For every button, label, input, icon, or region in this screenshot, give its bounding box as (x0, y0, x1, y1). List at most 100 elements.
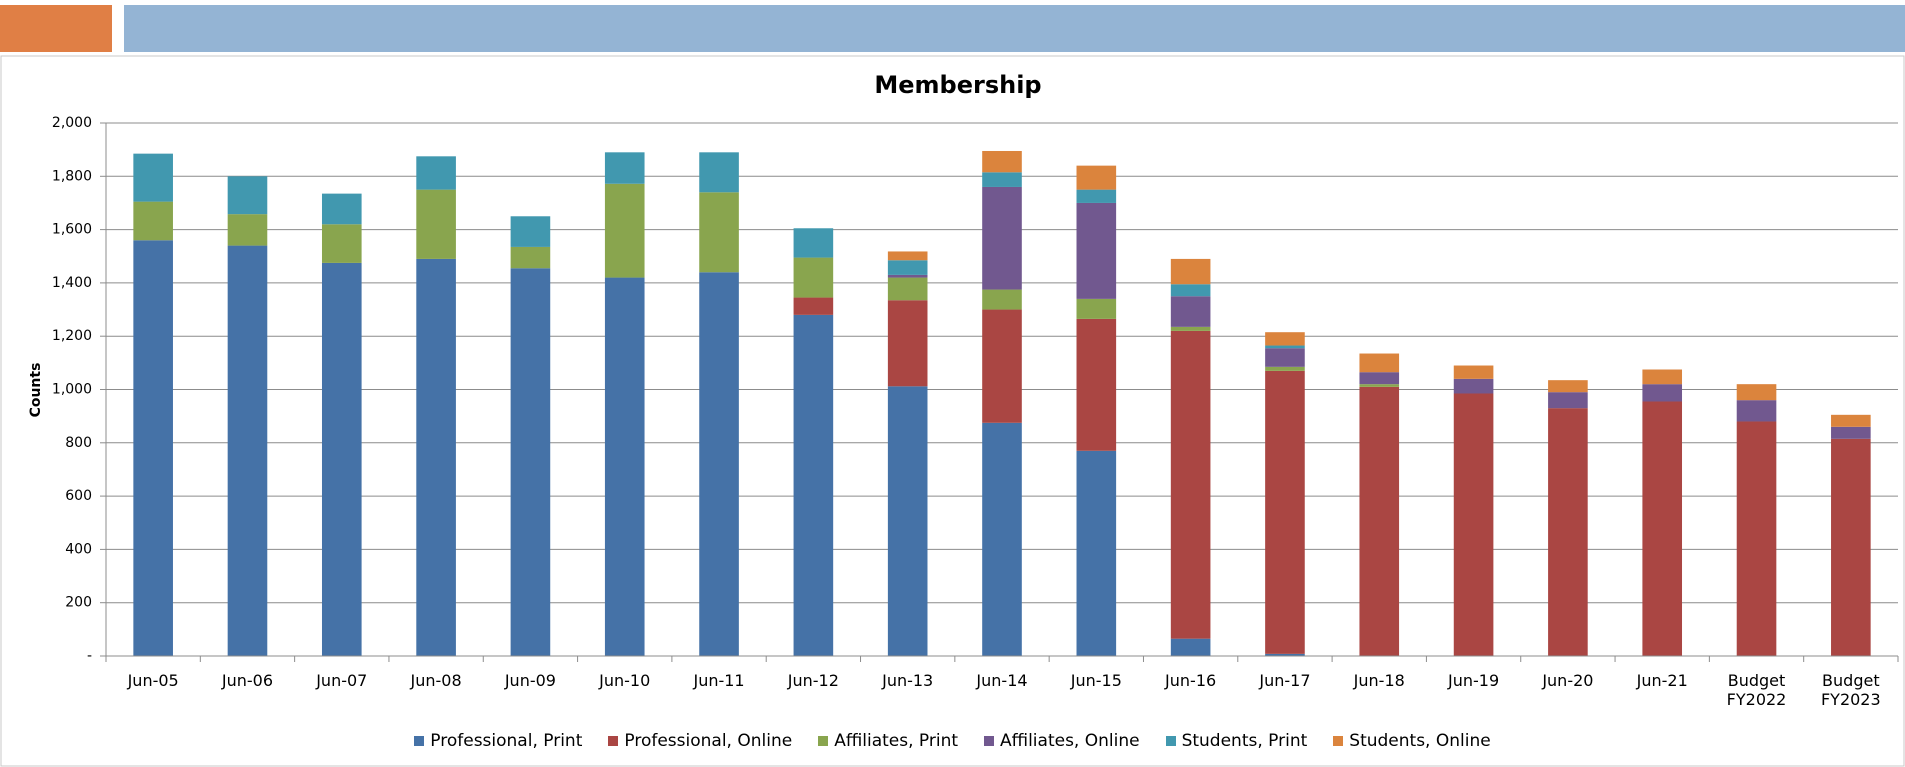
y-tick-label: 400 (65, 541, 92, 557)
bar-segment (1076, 165, 1117, 190)
bar-segment (699, 192, 739, 273)
bar-segment (1831, 414, 1871, 427)
x-tick-label: Jun-05 (127, 671, 179, 690)
x-tick-label: Budget FY2022 (1726, 671, 1787, 709)
bar-segment (1359, 384, 1400, 387)
bar-segment (321, 262, 362, 656)
bar-segment (227, 214, 268, 246)
x-tick-label: Jun-13 (882, 671, 934, 690)
bar-segment (982, 289, 1022, 310)
bar-segment (1453, 365, 1494, 379)
bar-segment (1265, 348, 1305, 367)
bar-segment (1359, 372, 1400, 385)
bar-segment (1642, 369, 1683, 385)
legend-item: Affiliates, Online (984, 731, 1140, 751)
y-tick-label: 600 (65, 488, 92, 504)
bar-segment (1453, 393, 1494, 656)
legend: Professional, Print Professional, Online A… (0, 731, 1905, 751)
x-tick-label: Jun-08 (410, 671, 462, 690)
header-bar (124, 5, 1905, 52)
x-tick-label: Jun-21 (1636, 671, 1688, 690)
bar-segment (1548, 392, 1588, 409)
y-tick-label: 1,000 (52, 382, 92, 398)
x-tick-label: Jun-15 (1070, 671, 1122, 690)
bar-segment (510, 246, 551, 269)
bar-segment (887, 386, 928, 656)
bar-segment (887, 277, 928, 301)
bar-segment (1736, 421, 1777, 656)
bar-segment (227, 245, 268, 656)
bar-segment (887, 251, 928, 261)
legend-item: Professional, Online (608, 731, 792, 751)
bar-segment (793, 314, 834, 656)
bar-segment (1170, 326, 1211, 331)
bar-segment (1076, 318, 1117, 451)
legend-swatch (1165, 736, 1176, 746)
y-tick-label: - (87, 648, 92, 664)
bar-segment (1076, 202, 1117, 299)
x-tick-label: Jun-09 (504, 671, 556, 690)
x-tick-label: Jun-16 (1165, 671, 1217, 690)
bar-segment (982, 172, 1022, 187)
bar-segment (510, 268, 551, 656)
bar-segment (982, 186, 1022, 290)
bar-segment (793, 257, 834, 298)
bar-segment (793, 228, 834, 258)
legend-item: Students, Print (1165, 731, 1307, 751)
x-tick-label: Jun-12 (787, 671, 839, 690)
x-tick-label: Jun-19 (1448, 671, 1500, 690)
bar-segment (416, 189, 456, 259)
legend-swatch (1333, 736, 1344, 746)
bar-segment (1265, 345, 1305, 349)
bar-segment (887, 274, 928, 278)
bar-segment (1736, 400, 1777, 422)
x-tick-label: Jun-07 (316, 671, 368, 690)
x-tick-label: Jun-18 (1353, 671, 1405, 690)
bar-segment (227, 176, 268, 215)
x-tick-label: Jun-10 (599, 671, 651, 690)
bar-segment (1736, 384, 1777, 401)
y-tick-label: 200 (65, 595, 92, 611)
bar-segment (133, 153, 173, 202)
bar-segment (1170, 638, 1211, 656)
bar-segment (133, 240, 173, 656)
bar-segment (1076, 298, 1117, 319)
bar-segment (793, 297, 834, 315)
legend-item: Affiliates, Print (818, 731, 958, 751)
header-accent (0, 5, 112, 52)
chart-title: Membership (874, 71, 1041, 99)
bar-segment (1170, 284, 1211, 297)
bar-segment (1265, 370, 1305, 654)
bar-segment (1831, 438, 1871, 656)
legend-swatch (608, 736, 619, 746)
x-tick-label: Jun-20 (1542, 671, 1594, 690)
bar-segment (1265, 366, 1305, 371)
legend-swatch (818, 736, 829, 746)
y-tick-label: 800 (65, 435, 92, 451)
x-tick-label: Jun-14 (976, 671, 1028, 690)
bar-segment (321, 224, 362, 263)
bar-segment (1170, 296, 1211, 327)
bar-segment (604, 152, 645, 184)
bar-segment (1076, 450, 1117, 656)
bar-segment (1170, 258, 1211, 285)
bar-segment (510, 216, 551, 247)
legend-item: Students, Online (1333, 731, 1491, 751)
y-tick-label: 2,000 (52, 115, 92, 131)
bar-segment (982, 309, 1022, 423)
x-tick-label: Jun-11 (693, 671, 745, 690)
y-tick-label: 1,200 (52, 328, 92, 344)
bar-segment (1359, 353, 1400, 373)
legend-label: Students, Online (1349, 731, 1491, 751)
legend-label: Affiliates, Online (1000, 731, 1140, 751)
bar-segment (699, 272, 739, 656)
bar-segment (321, 193, 362, 225)
bar-segment (1170, 330, 1211, 639)
legend-label: Professional, Online (624, 731, 793, 751)
legend-item: Professional, Print (414, 731, 582, 751)
y-axis-label: Counts (28, 363, 44, 418)
legend-swatch (414, 736, 425, 746)
bar-segment (1265, 653, 1305, 656)
x-tick-label: Budget FY2023 (1820, 671, 1881, 709)
